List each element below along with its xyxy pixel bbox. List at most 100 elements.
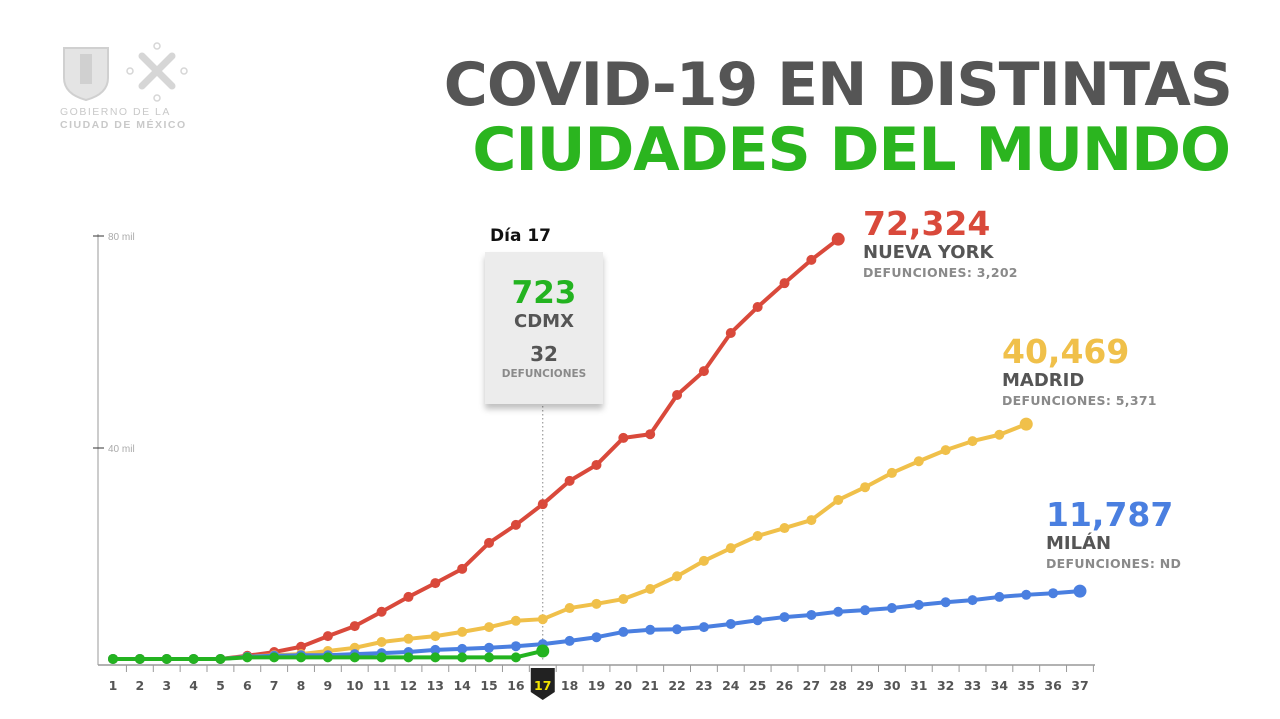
x-tick-label: 19 [588,678,605,693]
x-tick-label: 28 [830,678,847,693]
data-point-cdmx [242,652,253,663]
x-tick-label: 6 [243,678,252,693]
x-tick-label: 10 [346,678,364,693]
data-point-milan [484,642,495,653]
data-point-milan [510,641,521,652]
data-point-nueva_york [806,254,817,265]
data-point-madrid [564,603,575,614]
x-tick-label: 25 [749,678,766,693]
data-point-cdmx [108,653,118,664]
x-tick-label: 1 [109,678,118,693]
data-point-nueva_york [779,278,790,289]
x-tick-label: 13 [427,678,444,693]
x-tick-label: 11 [373,678,390,693]
data-point-madrid [672,571,683,582]
data-point-madrid [806,515,817,526]
x-tick-label: 30 [883,678,901,693]
data-point-cdmx [484,652,495,663]
data-point-madrid [967,436,978,447]
data-point-cdmx [134,653,145,664]
data-point-madrid [430,631,441,642]
x-tick-label: 22 [668,678,685,693]
data-point-nueva_york [430,578,441,589]
annotation-day: Día 17 [490,226,551,246]
cdmx-cases: 723 [511,275,577,311]
data-point-milan [752,615,763,626]
data-point-milan [457,643,468,654]
logo-emblem-icon [63,42,188,102]
data-point-cdmx [215,653,226,664]
data-point-milan [967,595,978,606]
data-point-nueva_york [672,390,683,400]
data-point-madrid [779,523,790,534]
data-point-madrid [940,445,951,456]
data-point-madrid [510,615,521,626]
x-tick-label: 36 [1044,678,1062,693]
data-point-nueva_york [537,499,548,510]
data-point-cdmx [269,652,280,663]
x-tick-label: 7 [270,678,279,693]
data-point-cdmx [322,652,333,663]
x-tick-label: 32 [937,678,954,693]
milan-cases: 11,787 [1046,495,1174,534]
x-tick-label: 8 [297,678,306,693]
x-tick-label: 4 [189,678,198,693]
data-point-madrid [886,467,897,478]
data-point-cdmx [376,652,387,663]
label-madrid: 40,469 MADRID DEFUNCIONES: 5,371 [1002,334,1157,410]
x-tick-label: 5 [216,678,225,693]
data-point-nueva_york [591,459,602,470]
x-tick-label: 17 [534,678,551,693]
data-point-milan [430,644,441,655]
data-point-madrid [484,622,495,633]
x-tick-label: 24 [722,678,740,693]
data-point-madrid [833,494,844,505]
cdmx-deaths-label: DEFUNCIONES [501,368,587,380]
data-point-milan [994,591,1005,602]
data-point-madrid [376,636,387,647]
x-tick-label: 3 [162,678,171,693]
cdmx-annotation-box: 723 CDMX 32 DEFUNCIONES [485,252,603,404]
cdmx-label: CDMX [514,311,574,332]
data-point-nueva_york [510,519,521,530]
x-tick-label: 37 [1071,678,1088,693]
x-tick-label: 34 [991,678,1009,693]
data-point-madrid [752,530,763,541]
data-point-madrid [994,429,1005,440]
data-point-nueva_york [376,606,387,617]
title-line1: COVID-19 EN DISTINTAS [443,50,1233,120]
series-line-madrid [113,422,1027,661]
data-point-milan [1021,589,1032,600]
data-point-cdmx [349,652,360,663]
data-point-milan [886,603,897,614]
gobierno-cdmx-logo: GOBIERNO DE LA CIUDAD DE MÉXICO [60,42,200,132]
x-tick-label: 14 [453,678,471,693]
data-point-nueva_york [564,475,575,486]
data-point-milan [618,626,629,637]
data-point-nueva_york [752,302,763,313]
x-tick-label: 9 [324,678,333,693]
data-point-madrid [1019,417,1033,431]
data-point-cdmx [536,644,550,658]
data-point-milan [1048,588,1059,599]
data-point-milan [564,635,575,646]
x-tick-label: 35 [1018,678,1035,693]
data-point-milan [833,606,844,617]
data-point-cdmx [510,652,521,663]
x-tick-label: 12 [400,678,417,693]
nueva-york-name: NUEVA YORK [863,242,994,263]
title-line2: CIUDADES DEL MUNDO [472,115,1231,185]
data-point-milan [860,605,871,616]
data-point-milan [940,597,951,608]
x-tick-label: 29 [856,678,873,693]
data-point-cdmx [430,652,441,663]
x-tick-label: 33 [964,678,981,693]
data-point-nueva_york [831,232,845,246]
milan-name: MILÁN [1046,533,1112,554]
data-point-madrid [913,456,924,467]
data-point-cdmx [161,653,172,664]
data-point-madrid [457,626,468,637]
highlight-day-badge [530,668,555,700]
x-tick-label: 15 [480,678,497,693]
